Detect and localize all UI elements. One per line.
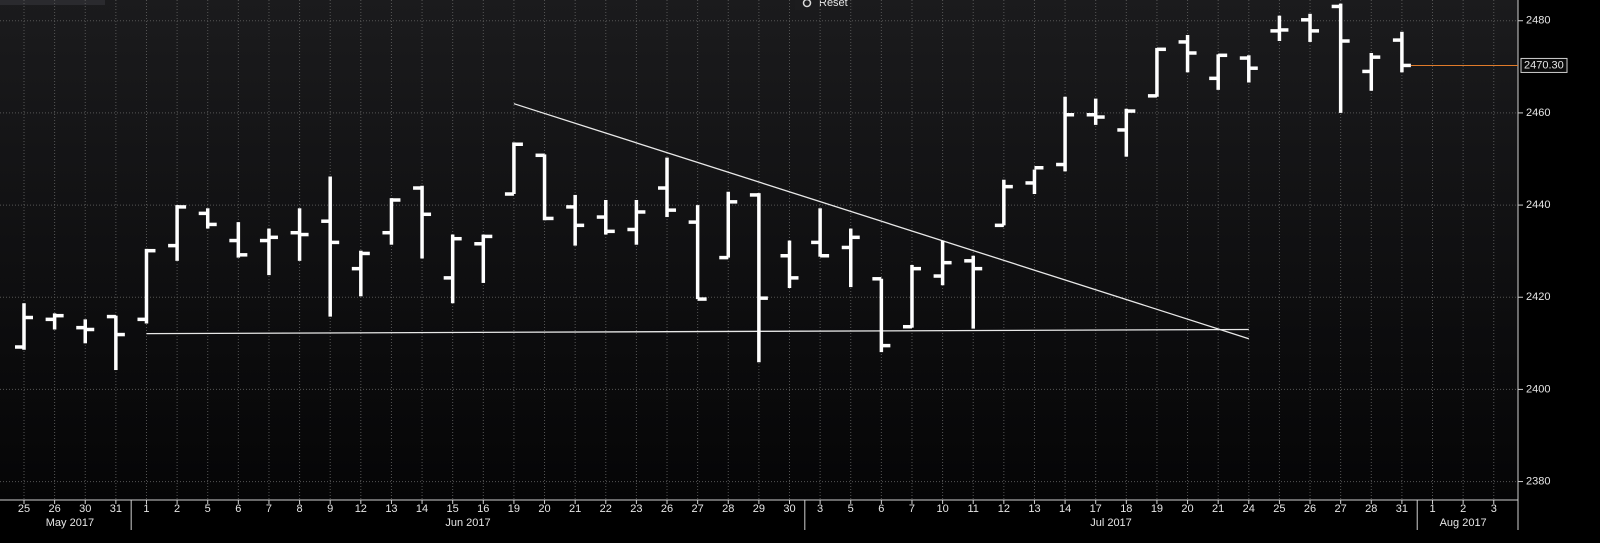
x-tick-label: 26 xyxy=(1304,503,1316,515)
x-tick-label: 6 xyxy=(878,503,884,515)
y-tick-label: 2420 xyxy=(1526,291,1550,303)
x-tick-label: 22 xyxy=(600,503,612,515)
x-tick-label: 7 xyxy=(909,503,915,515)
x-tick-label: 25 xyxy=(1273,503,1285,515)
x-tick-label: 6 xyxy=(235,503,241,515)
x-tick-label: 14 xyxy=(416,503,428,515)
x-tick-label: 3 xyxy=(1491,503,1497,515)
x-tick-label: 13 xyxy=(1028,503,1040,515)
x-tick-label: 2 xyxy=(1460,503,1466,515)
x-tick-label: 29 xyxy=(753,503,765,515)
x-tick-label: 19 xyxy=(1151,503,1163,515)
reset-label[interactable]: Reset xyxy=(819,0,848,9)
month-label: Jun 2017 xyxy=(445,517,490,529)
reset-button[interactable]: Reset xyxy=(795,0,853,10)
trendline xyxy=(146,328,1249,335)
month-label: Aug 2017 xyxy=(1440,517,1487,529)
x-tick-label: 24 xyxy=(1243,503,1255,515)
month-label: Jul 2017 xyxy=(1090,517,1132,529)
y-tick-label: 2460 xyxy=(1526,107,1550,119)
x-tick-label: 26 xyxy=(48,503,60,515)
x-tick-label: 13 xyxy=(385,503,397,515)
x-tick-label: 5 xyxy=(205,503,211,515)
y-tick-label: 2480 xyxy=(1526,15,1550,27)
x-tick-label: 7 xyxy=(266,503,272,515)
x-tick-label: 12 xyxy=(998,503,1010,515)
y-tick-label: 2440 xyxy=(1526,199,1550,211)
x-tick-label: 28 xyxy=(722,503,734,515)
x-tick-label: 20 xyxy=(1181,503,1193,515)
x-tick-label: 28 xyxy=(1365,503,1377,515)
x-tick-label: 25 xyxy=(18,503,30,515)
trendline xyxy=(513,103,1249,340)
x-tick-label: 11 xyxy=(968,503,979,515)
x-tick-label: 1 xyxy=(1429,503,1435,515)
x-tick-label: 21 xyxy=(1212,503,1224,515)
x-tick-label: 15 xyxy=(447,503,459,515)
x-tick-label: 30 xyxy=(783,503,795,515)
x-tick-label: 2 xyxy=(174,503,180,515)
x-tick-label: 26 xyxy=(661,503,673,515)
month-label: May 2017 xyxy=(46,517,94,529)
toolbar-box xyxy=(0,0,105,5)
x-tick-label: 31 xyxy=(110,503,122,515)
last-price-box xyxy=(1520,57,1568,73)
x-tick-label: 5 xyxy=(848,503,854,515)
x-tick-label: 1 xyxy=(143,503,149,515)
x-tick-label: 19 xyxy=(508,503,520,515)
last-price-label: 2470.30 xyxy=(1524,59,1564,71)
x-tick-label: 27 xyxy=(1335,503,1347,515)
x-tick-label: 14 xyxy=(1059,503,1071,515)
x-tick-label: 3 xyxy=(817,503,823,515)
x-tick-label: 8 xyxy=(297,503,303,515)
x-tick-label: 21 xyxy=(569,503,581,515)
x-tick-label: 31 xyxy=(1396,503,1408,515)
x-tick-label: 10 xyxy=(936,503,948,515)
x-tick-label: 30 xyxy=(79,503,91,515)
x-tick-label: 23 xyxy=(630,503,642,515)
y-tick-label: 2400 xyxy=(1526,383,1550,395)
x-tick-label: 27 xyxy=(692,503,704,515)
y-tick-label: 2380 xyxy=(1526,475,1550,487)
x-tick-label: 12 xyxy=(355,503,367,515)
x-tick-label: 18 xyxy=(1120,503,1132,515)
x-tick-label: 16 xyxy=(477,503,489,515)
x-tick-label: 9 xyxy=(327,503,333,515)
reset-bg[interactable] xyxy=(795,0,853,10)
x-tick-label: 20 xyxy=(538,503,550,515)
reset-icon[interactable] xyxy=(802,0,812,8)
x-tick-label: 17 xyxy=(1090,503,1102,515)
